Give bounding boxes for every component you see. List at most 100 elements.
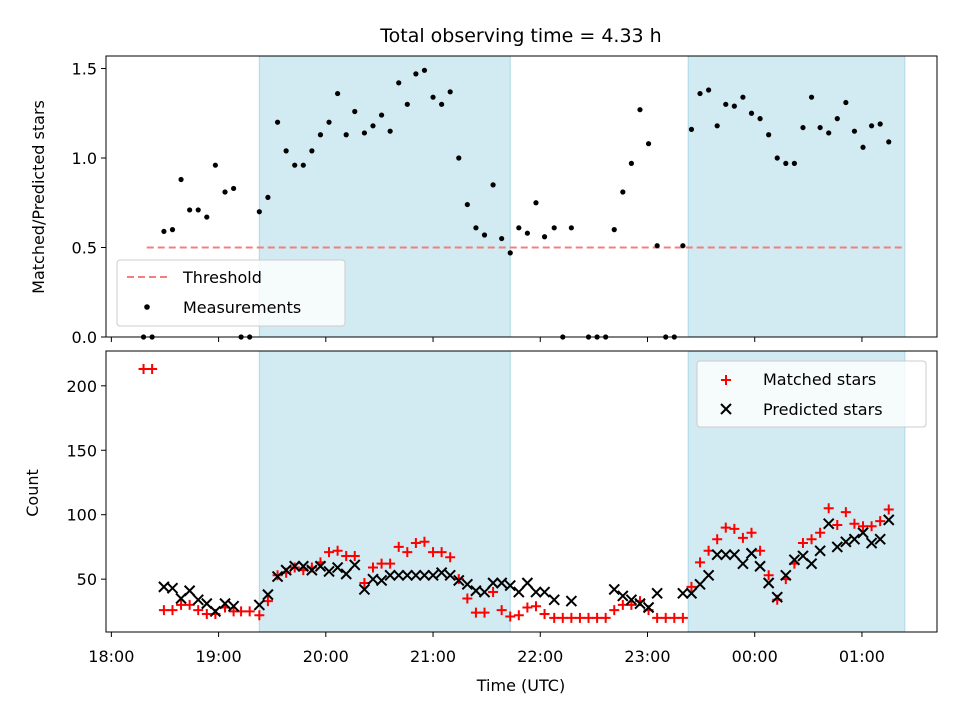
predicted-stars-point-38 <box>504 579 516 592</box>
measurements-point-65 <box>714 123 720 129</box>
measurements-point-17 <box>292 162 298 168</box>
observing-window-0-1 <box>687 55 906 338</box>
measurements-point-42 <box>507 250 513 256</box>
predicted-stars-point-3 <box>183 585 196 597</box>
matched-stars-point-35 <box>445 552 456 563</box>
measurements-point-74 <box>791 160 797 166</box>
matched-stars-point-63 <box>686 581 697 592</box>
predicted-stars-point-27 <box>410 569 422 581</box>
matched-stars-point-85 <box>875 516 886 527</box>
measurements-point-56 <box>637 107 643 113</box>
predicted-stars-point-16 <box>314 560 327 572</box>
measurements-point-47 <box>551 225 557 231</box>
matched-stars-point-52 <box>592 612 603 623</box>
predicted-stars-point-8 <box>227 600 240 612</box>
predicted-stars-point-4 <box>192 594 204 606</box>
matched-stars-point-84 <box>866 521 877 532</box>
predicted-stars-point-58 <box>737 557 749 570</box>
predicted-stars-point-42 <box>538 586 551 598</box>
predicted-stars-point-45 <box>608 583 620 596</box>
predicted-stars-point-7 <box>219 597 231 610</box>
predicted-stars-point-56 <box>720 548 732 561</box>
matched-stars-point-50 <box>574 612 585 623</box>
predicted-stars-point-64 <box>788 554 801 566</box>
predicted-stars-point-66 <box>805 557 818 570</box>
predicted-stars-point-73 <box>865 537 878 549</box>
predicted-stars-point-43 <box>548 594 560 606</box>
predicted-stars-point-69 <box>831 541 843 553</box>
measurements-point-39 <box>481 232 488 238</box>
predicted-stars-point-13 <box>289 560 301 572</box>
measurements-point-81 <box>851 128 858 134</box>
measurements-point-61 <box>680 243 686 249</box>
measurements-point-55 <box>628 160 635 166</box>
x-tick-label-3: 21:00 <box>410 647 456 666</box>
predicted-stars-point-44 <box>565 595 578 607</box>
measurements-point-18 <box>300 162 306 168</box>
measurements-point-67 <box>731 103 737 109</box>
legend-measurements-swatch <box>144 304 150 310</box>
measurements-point-2 <box>161 228 167 235</box>
matched-stars-point-43 <box>513 610 524 621</box>
measurements-point-34 <box>439 101 445 107</box>
predicted-stars-point-67 <box>814 545 826 557</box>
matched-stars-point-72 <box>763 570 774 581</box>
measurements-point-3 <box>169 227 176 233</box>
measurements-point-10 <box>230 185 237 192</box>
measurements-point-57 <box>645 141 652 147</box>
measurements-point-77 <box>817 124 823 131</box>
matched-stars-point-37 <box>462 593 473 604</box>
legend-predicted-label: Predicted stars <box>763 400 883 419</box>
predicted-stars-point-29 <box>427 569 439 581</box>
y-tick-label-1-0: 50 <box>77 570 97 589</box>
matched-stars-point-46 <box>539 608 550 619</box>
matched-stars-point-12 <box>244 606 255 617</box>
measurements-point-41 <box>499 235 505 242</box>
matched-stars-point-53 <box>600 612 611 623</box>
measurements-point-71 <box>766 132 772 138</box>
matched-stars-point-81 <box>840 507 851 518</box>
matched-stars-point-45 <box>530 601 541 612</box>
matched-stars-point-69 <box>737 532 748 543</box>
matched-stars-point-60 <box>660 612 671 623</box>
measurements-point-80 <box>843 99 849 106</box>
measurements-point-27 <box>378 112 385 118</box>
legend-matched-swatch <box>721 375 731 385</box>
ratio-legend-box <box>116 259 346 327</box>
matched-stars-point-32 <box>419 536 430 547</box>
predicted-stars-point-51 <box>677 587 689 600</box>
x-tick-label-7: 01:00 <box>839 647 885 666</box>
matched-stars-point-23 <box>341 550 352 561</box>
predicted-stars-point-36 <box>487 577 499 589</box>
x-tick-label-6: 00:00 <box>732 647 778 666</box>
legend-predicted-swatch <box>720 403 732 415</box>
measurements-point-45 <box>533 200 539 206</box>
measurements-point-73 <box>783 160 789 166</box>
predicted-stars-point-62 <box>771 591 783 603</box>
y-tick-label-0-0: 0.0 <box>72 328 97 347</box>
measurements-point-25 <box>361 130 368 136</box>
measurements-point-6 <box>195 207 201 213</box>
measurements-point-84 <box>877 121 883 127</box>
predicted-stars-point-70 <box>840 536 852 548</box>
matched-stars-point-77 <box>806 534 817 545</box>
matched-stars-point-5 <box>184 599 195 610</box>
predicted-stars-point-49 <box>642 601 655 614</box>
predicted-stars-point-52 <box>685 587 698 600</box>
matched-stars-point-64 <box>695 557 706 568</box>
measurements-point-63 <box>697 90 703 97</box>
measurements-point-64 <box>706 87 712 93</box>
y-tick-label-0-2: 1.0 <box>72 149 97 168</box>
matched-stars-point-67 <box>720 522 731 533</box>
measurements-point-36 <box>456 155 462 161</box>
measurements-point-76 <box>808 94 815 100</box>
measurements-point-31 <box>413 71 419 77</box>
measurements-point-46 <box>541 234 548 240</box>
measurements-point-28 <box>387 128 393 134</box>
chart-title: Total observing time = 4.33 h <box>379 25 661 47</box>
predicted-stars-point-75 <box>883 514 895 526</box>
predicted-stars-point-47 <box>625 594 638 606</box>
measurements-point-72 <box>774 155 780 161</box>
matched-stars-point-1 <box>147 364 158 375</box>
